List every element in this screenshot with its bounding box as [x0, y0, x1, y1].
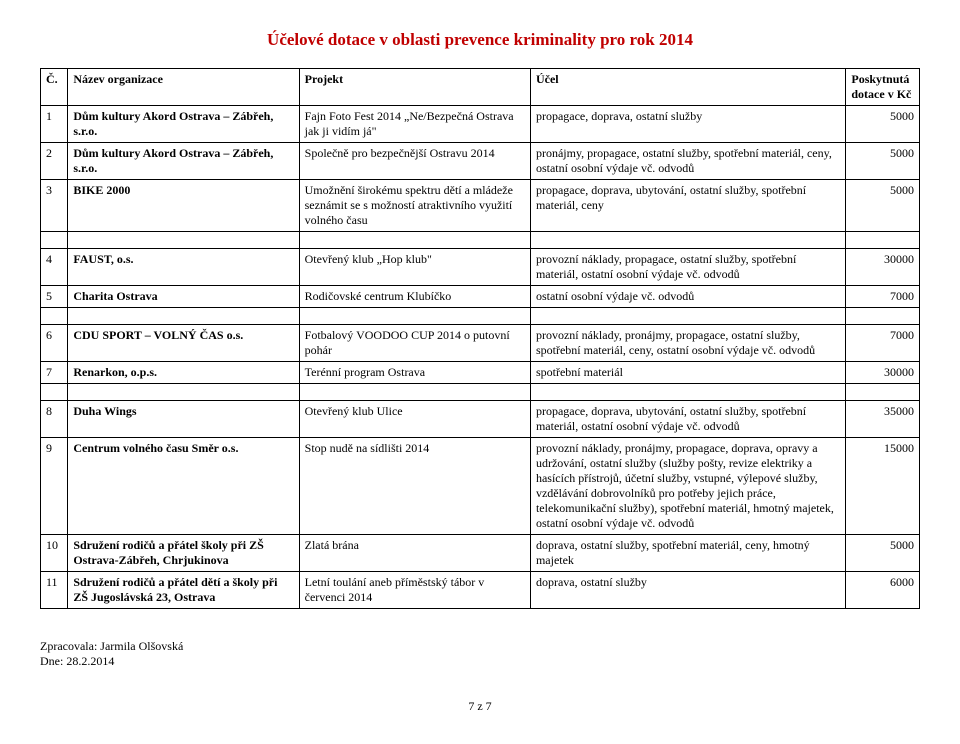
- cell-org: FAUST, o.s.: [68, 249, 299, 286]
- cell-proj: Společně pro bezpečnější Ostravu 2014: [299, 143, 530, 180]
- col-header-purp: Účel: [530, 69, 845, 106]
- spacer-row: [41, 384, 920, 401]
- cell-purp: spotřební materiál: [530, 362, 845, 384]
- dotace-table: Č. Název organizace Projekt Účel Poskytn…: [40, 68, 920, 609]
- cell-num: 4: [41, 249, 68, 286]
- page-title: Účelové dotace v oblasti prevence krimin…: [40, 30, 920, 50]
- cell-amt: 5000: [846, 180, 920, 232]
- cell-num: 9: [41, 438, 68, 535]
- cell-num: 3: [41, 180, 68, 232]
- cell-num: 8: [41, 401, 68, 438]
- cell-purp: provozní náklady, pronájmy, propagace, d…: [530, 438, 845, 535]
- cell-amt: 5000: [846, 106, 920, 143]
- cell-proj: Rodičovské centrum Klubíčko: [299, 286, 530, 308]
- cell-org: Sdružení rodičů a přátel dětí a školy př…: [68, 572, 299, 609]
- cell-proj: Otevřený klub „Hop klub": [299, 249, 530, 286]
- cell-num: 10: [41, 535, 68, 572]
- cell-amt: 30000: [846, 362, 920, 384]
- cell-proj: Fotbalový VOODOO CUP 2014 o putovní pohá…: [299, 325, 530, 362]
- cell-amt: 6000: [846, 572, 920, 609]
- cell-proj: Stop nudě na sídlišti 2014: [299, 438, 530, 535]
- cell-org: CDU SPORT – VOLNÝ ČAS o.s.: [68, 325, 299, 362]
- cell-org: Sdružení rodičů a přátel školy při ZŠ Os…: [68, 535, 299, 572]
- cell-purp: provozní náklady, pronájmy, propagace, o…: [530, 325, 845, 362]
- cell-amt: 35000: [846, 401, 920, 438]
- spacer-row: [41, 308, 920, 325]
- cell-org: Renarkon, o.p.s.: [68, 362, 299, 384]
- cell-num: 11: [41, 572, 68, 609]
- cell-amt: 5000: [846, 535, 920, 572]
- page-number: 7 z 7: [40, 699, 920, 714]
- cell-proj: Terénní program Ostrava: [299, 362, 530, 384]
- cell-num: 1: [41, 106, 68, 143]
- cell-purp: propagace, doprava, ubytování, ostatní s…: [530, 180, 845, 232]
- col-header-num: Č.: [41, 69, 68, 106]
- cell-proj: Fajn Foto Fest 2014 „Ne/Bezpečná Ostrava…: [299, 106, 530, 143]
- cell-org: Centrum volného času Směr o.s.: [68, 438, 299, 535]
- cell-amt: 7000: [846, 325, 920, 362]
- cell-proj: Letní toulání aneb příměstský tábor v če…: [299, 572, 530, 609]
- cell-num: 5: [41, 286, 68, 308]
- cell-num: 7: [41, 362, 68, 384]
- cell-purp: propagace, doprava, ubytování, ostatní s…: [530, 401, 845, 438]
- cell-org: Charita Ostrava: [68, 286, 299, 308]
- table-row: 8Duha WingsOtevřený klub Ulicepropagace,…: [41, 401, 920, 438]
- cell-num: 2: [41, 143, 68, 180]
- cell-amt: 5000: [846, 143, 920, 180]
- cell-amt: 7000: [846, 286, 920, 308]
- table-row: 10Sdružení rodičů a přátel školy při ZŠ …: [41, 535, 920, 572]
- cell-purp: propagace, doprava, ostatní služby: [530, 106, 845, 143]
- cell-purp: doprava, ostatní služby: [530, 572, 845, 609]
- cell-purp: pronájmy, propagace, ostatní služby, spo…: [530, 143, 845, 180]
- spacer-row: [41, 232, 920, 249]
- footer-date: Dne: 28.2.2014: [40, 654, 920, 669]
- table-row: 6CDU SPORT – VOLNÝ ČAS o.s.Fotbalový VOO…: [41, 325, 920, 362]
- cell-purp: doprava, ostatní služby, spotřební mater…: [530, 535, 845, 572]
- cell-num: 6: [41, 325, 68, 362]
- col-header-amt: Poskytnutá dotace v Kč: [846, 69, 920, 106]
- cell-proj: Otevřený klub Ulice: [299, 401, 530, 438]
- cell-purp: ostatní osobní výdaje vč. odvodů: [530, 286, 845, 308]
- cell-org: Dům kultury Akord Ostrava – Zábřeh, s.r.…: [68, 143, 299, 180]
- cell-proj: Umožnění širokému spektru dětí a mládeže…: [299, 180, 530, 232]
- table-row: 9Centrum volného času Směr o.s.Stop nudě…: [41, 438, 920, 535]
- cell-org: Dům kultury Akord Ostrava – Zábřeh, s.r.…: [68, 106, 299, 143]
- table-row: 4FAUST, o.s.Otevřený klub „Hop klub"prov…: [41, 249, 920, 286]
- cell-org: Duha Wings: [68, 401, 299, 438]
- cell-proj: Zlatá brána: [299, 535, 530, 572]
- footer-block: Zpracovala: Jarmila Olšovská Dne: 28.2.2…: [40, 639, 920, 669]
- table-body: 1Dům kultury Akord Ostrava – Zábřeh, s.r…: [41, 106, 920, 609]
- table-row: 11Sdružení rodičů a přátel dětí a školy …: [41, 572, 920, 609]
- footer-author: Zpracovala: Jarmila Olšovská: [40, 639, 920, 654]
- cell-amt: 15000: [846, 438, 920, 535]
- table-header-row: Č. Název organizace Projekt Účel Poskytn…: [41, 69, 920, 106]
- cell-purp: provozní náklady, propagace, ostatní slu…: [530, 249, 845, 286]
- table-row: 2Dům kultury Akord Ostrava – Zábřeh, s.r…: [41, 143, 920, 180]
- table-row: 3BIKE 2000Umožnění širokému spektru dětí…: [41, 180, 920, 232]
- table-row: 1Dům kultury Akord Ostrava – Zábřeh, s.r…: [41, 106, 920, 143]
- table-row: 5Charita OstravaRodičovské centrum Klubí…: [41, 286, 920, 308]
- table-row: 7Renarkon, o.p.s.Terénní program Ostrava…: [41, 362, 920, 384]
- col-header-org: Název organizace: [68, 69, 299, 106]
- col-header-proj: Projekt: [299, 69, 530, 106]
- cell-amt: 30000: [846, 249, 920, 286]
- cell-org: BIKE 2000: [68, 180, 299, 232]
